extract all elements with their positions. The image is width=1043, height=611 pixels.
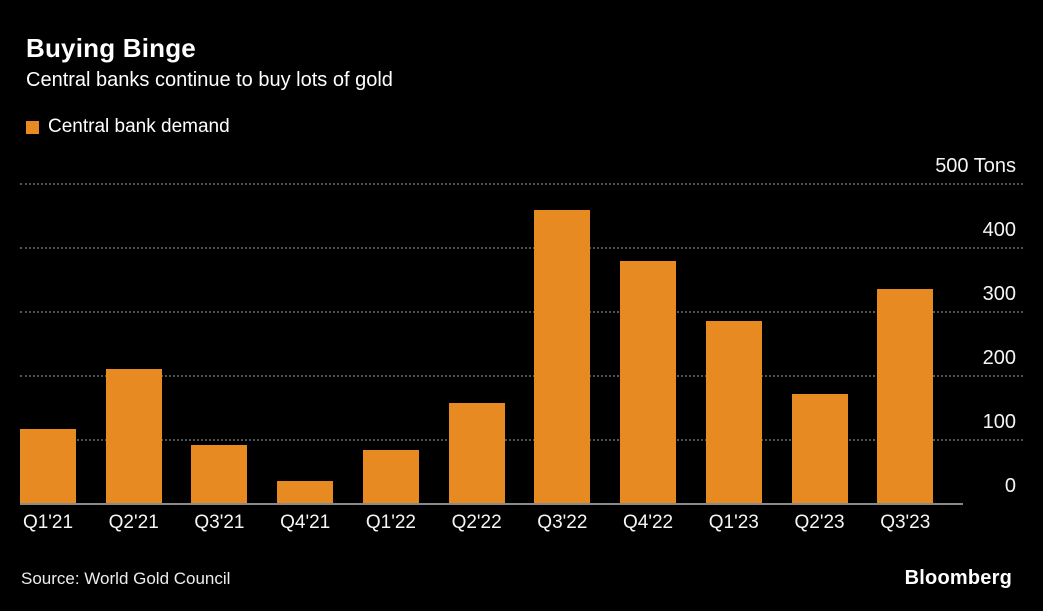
bar [534,209,591,503]
gridline [20,247,1023,249]
x-tick-label: Q2'21 [108,512,159,533]
x-tick-label: Q3'21 [194,512,245,533]
bar [877,288,934,503]
gridline [20,439,1023,441]
y-tick-label: 300 [982,283,1016,305]
x-tick-label: Q2'22 [451,512,502,533]
x-tick-label: Q1'23 [708,512,759,533]
legend-label: Central bank demand [48,116,230,137]
y-tick-label: 400 [982,219,1016,241]
bar [20,429,76,503]
bar [791,394,848,503]
y-tick-label: 500 Tons [935,155,1016,177]
gridline [20,375,1023,377]
source-label: Source: World Gold Council [21,569,231,588]
bar [362,449,419,503]
x-tick-label: Q3'22 [537,512,588,533]
gridline [20,183,1023,185]
chart-title: Buying Binge [26,33,196,63]
y-tick-label: 0 [1004,475,1016,497]
x-tick-label: Q3'23 [880,512,931,533]
legend: Central bank demand [26,116,230,138]
bar [105,369,162,503]
legend-swatch [26,120,39,134]
x-tick-label: Q4'22 [623,512,674,533]
x-tick-label: Q1'21 [22,512,74,533]
bloomberg-logo: Bloomberg [904,567,1012,589]
x-tick-label: Q1'22 [365,512,416,533]
y-tick-label: 100 [982,411,1016,433]
bar [620,261,677,503]
bar [705,321,762,503]
bar [448,402,505,503]
bar [277,480,334,503]
x-tick-label: Q2'23 [794,512,845,533]
gridline [20,311,1023,313]
x-tick-label: Q4'21 [280,512,331,533]
x-axis-line [20,503,963,505]
y-tick-label: 200 [982,347,1016,369]
chart-subtitle: Central banks continue to buy lots of go… [26,69,393,91]
bar [191,444,248,503]
